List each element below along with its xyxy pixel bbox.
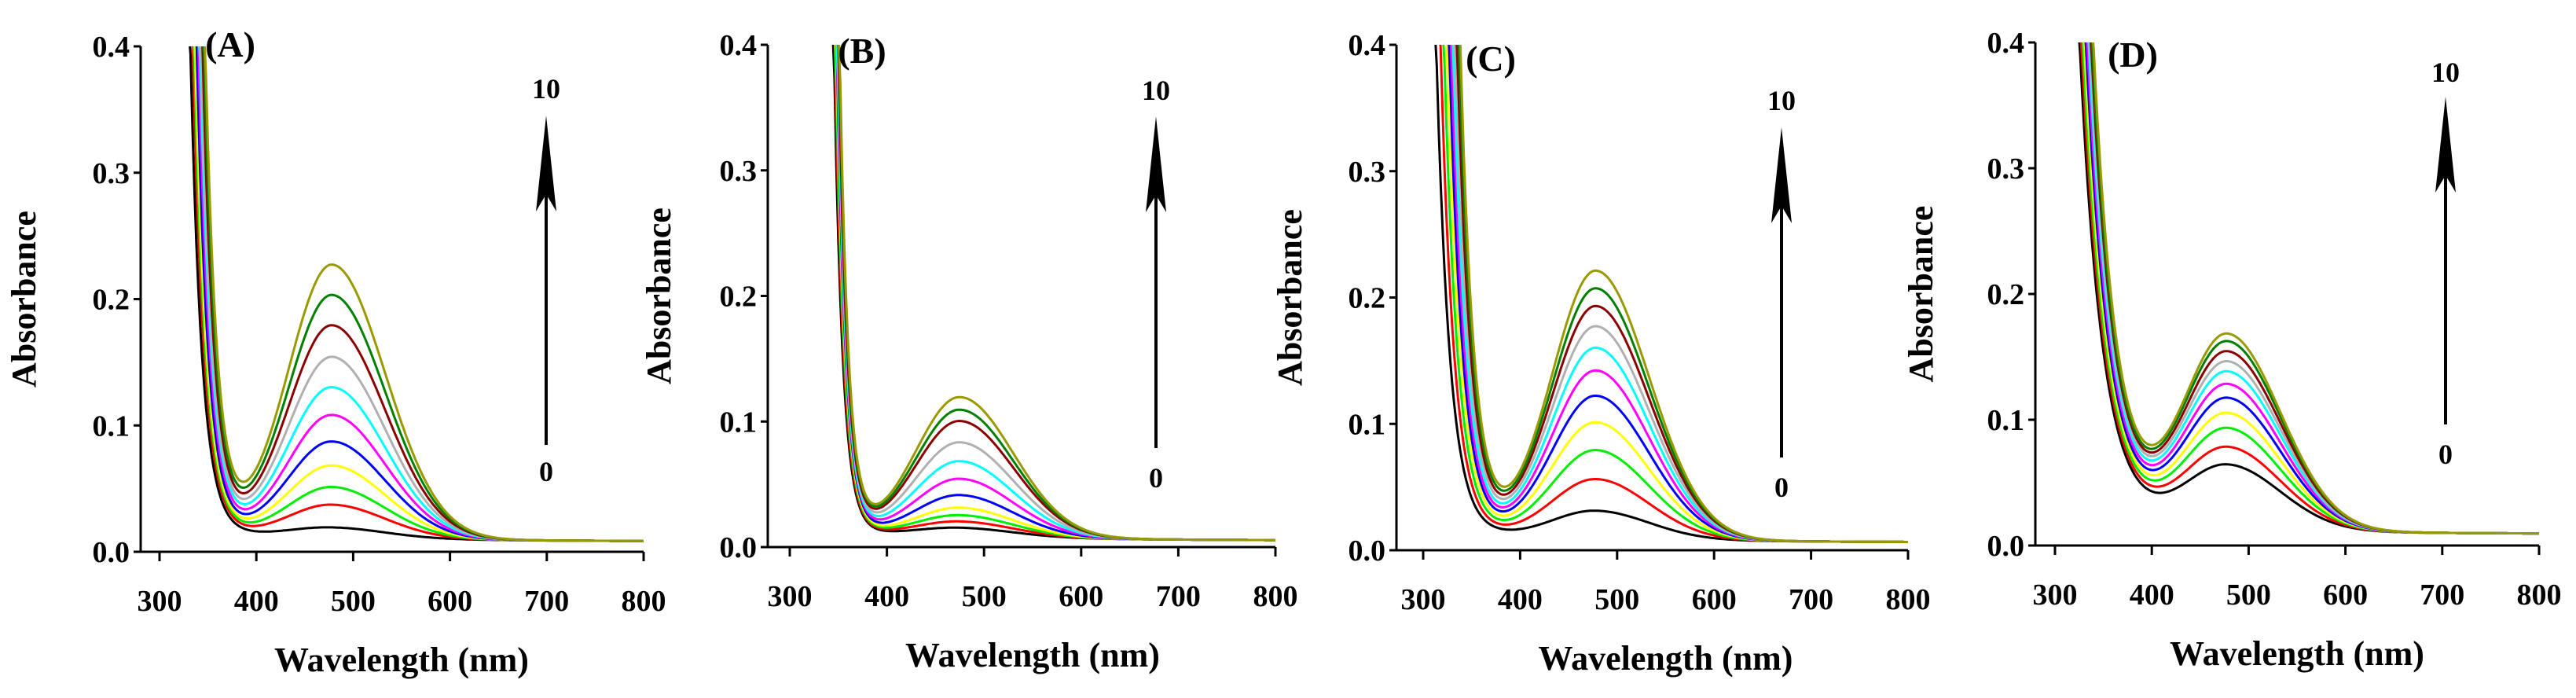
spectrum-line-0 (831, 45, 1275, 542)
panel-label: (A) (205, 24, 255, 64)
spectrum-line-7 (836, 45, 1275, 542)
x-tick-label: 500 (1594, 583, 1639, 616)
y-tick-label: 0.4 (720, 29, 758, 62)
panel-d: 0.0 0.1 0.2 0.3 0.4 300 400 500 600 700 800 Wavelen… (1902, 27, 2562, 673)
y-tick-label: 0.2 (93, 284, 130, 317)
y-axis-title: Absorbance (640, 208, 678, 384)
y-tick-label: 0.3 (93, 157, 130, 190)
y-tick-label: 0.3 (720, 155, 758, 188)
spectrum-line-9 (837, 45, 1275, 542)
spectrum-line-5 (2086, 42, 2539, 535)
x-tick-label: 500 (962, 580, 1007, 613)
x-axis-title: Wavelength (nm) (905, 636, 1160, 674)
spectrum-line-8 (837, 45, 1275, 542)
spectrum-line-3 (835, 45, 1275, 542)
panel-label: (C) (1466, 39, 1516, 79)
x-tick-label: 500 (331, 585, 376, 618)
spectrum-line-2 (834, 45, 1275, 542)
y-tick-label: 0.4 (93, 31, 130, 64)
spectrum-line-4 (835, 45, 1275, 542)
x-axis-title: Wavelength (nm) (2170, 634, 2424, 673)
x-axis-title: Wavelength (nm) (274, 641, 529, 679)
arrow-start-label: 0 (2438, 439, 2453, 470)
spectrum-line-10 (838, 45, 1275, 542)
y-tick-label: 0.2 (1349, 282, 1386, 315)
x-tick-label: 300 (2033, 579, 2078, 612)
x-tick-label: 600 (1059, 580, 1103, 613)
spectrum-line-6 (835, 45, 1275, 542)
series-group (1434, 45, 1908, 543)
x-tick-label: 400 (864, 580, 909, 613)
x-tick-label: 600 (1692, 583, 1737, 616)
y-tick-label: 0.0 (93, 536, 130, 569)
series-group (831, 45, 1275, 542)
x-axis-title: Wavelength (nm) (1539, 639, 1793, 678)
y-tick-label: 0.3 (1349, 156, 1386, 189)
panel-label: (B) (838, 31, 886, 71)
y-tick-label: 0.0 (720, 531, 758, 564)
x-tick-label: 700 (1789, 583, 1833, 616)
x-tick-label: 300 (1401, 583, 1446, 616)
x-tick-label: 300 (138, 585, 182, 618)
x-tick-label: 700 (524, 585, 569, 618)
x-tick-label: 800 (2517, 579, 2562, 612)
arrow-head-icon (536, 116, 556, 211)
arrow-end-label: 10 (532, 73, 560, 105)
arrow-start-label: 0 (1149, 462, 1163, 494)
y-tick-label: 0.1 (93, 410, 130, 443)
y-tick-label: 0.1 (720, 406, 758, 439)
y-axis-title: Absorbance (1902, 206, 1940, 383)
y-tick-label: 0.4 (1987, 27, 2025, 60)
y-tick-label: 0.1 (1987, 404, 2025, 437)
x-tick-label: 800 (1253, 580, 1298, 613)
x-tick-label: 800 (1886, 583, 1931, 616)
arrow-end-label: 10 (2431, 57, 2460, 88)
x-tick-label: 400 (234, 585, 279, 618)
panel-label: (D) (2108, 35, 2158, 75)
arrow-head-icon (1146, 116, 1166, 212)
arrow-start-label: 0 (1774, 472, 1789, 503)
arrow-start-label: 0 (539, 456, 553, 487)
y-tick-label: 0.1 (1349, 408, 1386, 441)
x-tick-label: 400 (2130, 579, 2174, 612)
series-group (189, 46, 644, 542)
x-tick-label: 400 (1498, 583, 1543, 616)
x-tick-label: 500 (2226, 579, 2271, 612)
y-tick-label: 0.0 (1349, 535, 1386, 568)
arrow-end-label: 10 (1767, 85, 1796, 116)
x-tick-label: 800 (622, 585, 666, 618)
panel-c: 0.0 0.1 0.2 0.3 0.4 300 400 500 600 700 800 Wavelen… (1271, 29, 1931, 678)
arrow-head-icon (1771, 127, 1792, 223)
spectrum-line-1 (833, 45, 1275, 542)
x-tick-label: 300 (768, 580, 813, 613)
x-tick-label: 700 (1156, 580, 1201, 613)
series-group (2078, 42, 2539, 535)
y-tick-label: 0.2 (1987, 278, 2025, 311)
y-tick-label: 0.4 (1349, 29, 1386, 62)
y-tick-label: 0.3 (1987, 152, 2025, 186)
x-tick-label: 600 (2323, 579, 2368, 612)
y-tick-label: 0.2 (720, 281, 758, 314)
spectrum-line-10 (204, 46, 644, 542)
y-tick-label: 0.0 (1987, 530, 2025, 563)
panel-a: 0.0 0.1 0.2 0.3 0.4 300 400 500 600 700 800 Wavelen… (5, 24, 666, 679)
spectrum-line-10 (1459, 45, 1908, 543)
arrow-end-label: 10 (1142, 75, 1170, 106)
y-axis-title: Absorbance (1271, 209, 1309, 386)
arrow-head-icon (2435, 97, 2456, 193)
spectrum-line-5 (835, 45, 1275, 542)
spectrum-line-10 (2092, 42, 2539, 535)
panel-b: 0.0 0.1 0.2 0.3 0.4 300 400 500 600 700 800 Wavelen… (640, 29, 1298, 674)
x-tick-label: 700 (2420, 579, 2464, 612)
y-axis-title: Absorbance (5, 211, 43, 388)
x-tick-label: 600 (427, 585, 472, 618)
